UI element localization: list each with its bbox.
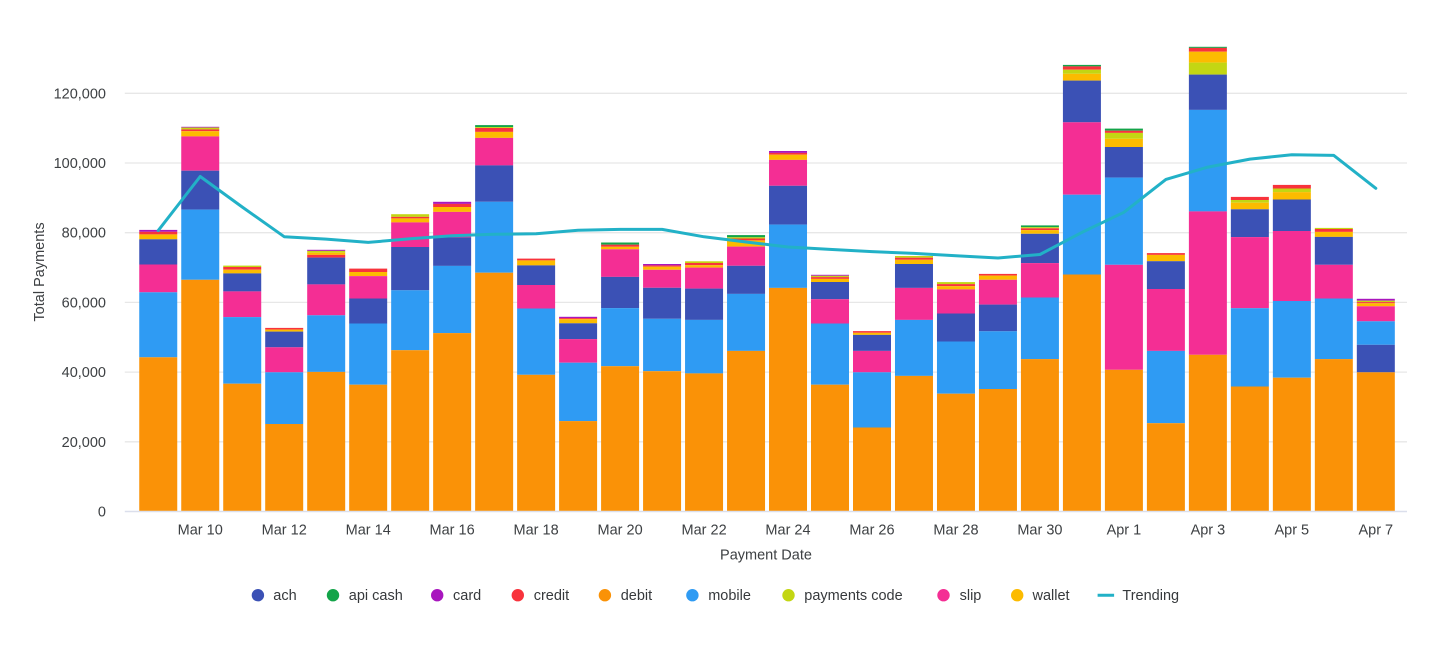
svg-text:20,000: 20,000 — [62, 435, 106, 451]
svg-text:60,000: 60,000 — [62, 295, 106, 311]
svg-text:40,000: 40,000 — [62, 365, 106, 381]
svg-text:ach: ach — [273, 588, 296, 604]
svg-text:80,000: 80,000 — [62, 226, 106, 242]
svg-text:Payment Date: Payment Date — [720, 548, 812, 564]
svg-text:Apr 5: Apr 5 — [1274, 523, 1309, 539]
svg-text:Mar 12: Mar 12 — [262, 523, 307, 539]
svg-text:Mar 22: Mar 22 — [682, 523, 727, 539]
svg-text:Mar 28: Mar 28 — [933, 523, 978, 539]
svg-text:Mar 20: Mar 20 — [598, 523, 643, 539]
svg-text:Mar 30: Mar 30 — [1017, 523, 1062, 539]
svg-text:credit: credit — [534, 588, 569, 604]
svg-text:Total Payments: Total Payments — [32, 222, 48, 321]
svg-text:Mar 26: Mar 26 — [849, 523, 894, 539]
svg-text:0: 0 — [98, 505, 106, 521]
svg-text:Mar 24: Mar 24 — [765, 523, 810, 539]
svg-text:wallet: wallet — [1032, 588, 1070, 604]
svg-text:Trending: Trending — [1122, 588, 1179, 604]
svg-text:mobile: mobile — [708, 588, 751, 604]
svg-text:card: card — [453, 588, 481, 604]
svg-text:Apr 1: Apr 1 — [1107, 523, 1142, 539]
svg-text:Mar 10: Mar 10 — [178, 523, 223, 539]
svg-text:Mar 18: Mar 18 — [514, 523, 559, 539]
svg-text:Mar 14: Mar 14 — [346, 523, 391, 539]
svg-text:Apr 3: Apr 3 — [1191, 523, 1226, 539]
svg-text:api cash: api cash — [349, 588, 403, 604]
svg-text:120,000: 120,000 — [54, 86, 106, 102]
svg-text:payments code: payments code — [804, 588, 902, 604]
svg-text:debit: debit — [621, 588, 652, 604]
svg-text:Mar 16: Mar 16 — [430, 523, 475, 539]
svg-text:Apr 7: Apr 7 — [1358, 523, 1393, 539]
svg-text:100,000: 100,000 — [54, 156, 106, 172]
svg-text:slip: slip — [960, 588, 982, 604]
